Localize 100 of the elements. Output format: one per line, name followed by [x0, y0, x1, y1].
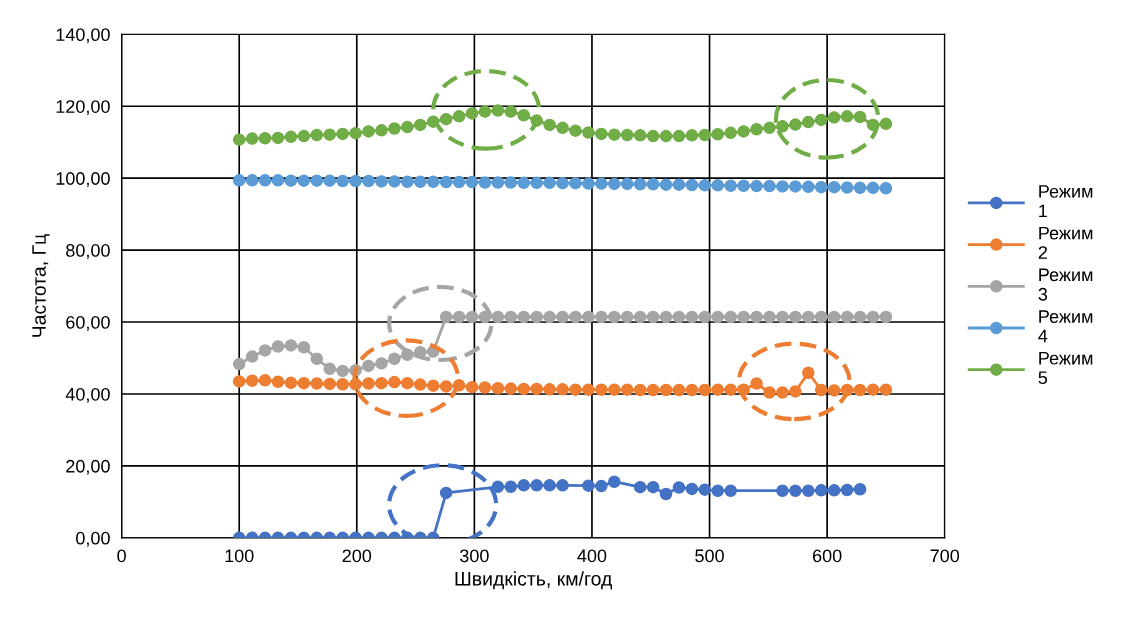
point	[711, 383, 725, 396]
point	[439, 175, 453, 189]
point	[827, 180, 841, 194]
point	[232, 375, 246, 388]
point	[711, 310, 725, 324]
point	[672, 481, 686, 494]
point	[659, 178, 673, 191]
point	[245, 132, 259, 145]
point	[543, 479, 556, 492]
point	[271, 375, 285, 388]
point	[646, 310, 660, 324]
point	[452, 110, 466, 123]
point	[879, 310, 893, 324]
point	[633, 383, 647, 397]
point	[297, 376, 311, 390]
point	[711, 179, 725, 192]
point	[633, 480, 647, 494]
point	[245, 374, 259, 387]
point	[789, 118, 802, 131]
point	[737, 310, 750, 324]
point	[789, 310, 802, 324]
point	[582, 310, 595, 324]
point	[814, 383, 828, 397]
point	[401, 120, 414, 134]
x-tick-label: 600	[812, 549, 842, 563]
point	[439, 112, 453, 126]
point	[840, 310, 854, 324]
point	[426, 379, 440, 392]
point	[827, 384, 841, 397]
point	[582, 383, 595, 396]
point	[517, 382, 531, 396]
point	[232, 357, 246, 371]
point	[465, 107, 479, 120]
point	[491, 310, 505, 324]
x-tick-label: 100	[225, 549, 254, 563]
point	[776, 180, 789, 193]
point	[245, 174, 259, 187]
point	[375, 124, 388, 137]
point	[375, 357, 388, 370]
point	[310, 377, 324, 390]
point	[608, 475, 621, 488]
point	[362, 359, 375, 373]
point	[232, 174, 246, 187]
point	[297, 174, 311, 187]
point	[414, 175, 427, 189]
point	[504, 176, 518, 189]
point	[672, 129, 686, 143]
point	[685, 383, 699, 397]
point	[530, 310, 543, 324]
point	[853, 181, 867, 195]
point	[362, 174, 375, 188]
point	[452, 310, 466, 324]
point	[659, 487, 673, 501]
point	[465, 310, 479, 324]
point	[633, 310, 647, 324]
point	[543, 383, 556, 396]
point	[569, 124, 582, 137]
point	[737, 179, 750, 192]
point	[672, 383, 686, 397]
point	[750, 122, 763, 136]
point	[776, 484, 789, 497]
point	[362, 125, 375, 138]
point	[491, 381, 505, 395]
point	[388, 175, 401, 188]
point	[323, 174, 336, 187]
point	[866, 310, 880, 324]
point	[840, 181, 854, 194]
point	[698, 310, 712, 324]
point	[750, 310, 763, 324]
point	[724, 383, 737, 396]
point	[556, 310, 569, 324]
point	[478, 105, 492, 118]
point	[685, 482, 699, 496]
point	[258, 131, 272, 145]
point	[620, 128, 634, 142]
point	[362, 377, 375, 390]
point	[672, 310, 686, 324]
point	[750, 179, 763, 193]
point	[504, 310, 518, 324]
point	[685, 310, 699, 324]
point	[827, 111, 841, 124]
point	[724, 484, 737, 497]
point	[414, 118, 427, 132]
point	[646, 383, 660, 397]
y-tick-label: 0,00	[76, 531, 110, 547]
point	[530, 479, 543, 492]
point	[789, 484, 802, 497]
point	[414, 378, 427, 391]
point	[323, 362, 336, 376]
point	[478, 176, 492, 189]
point	[569, 310, 582, 324]
x-tick-label: 700	[930, 549, 960, 563]
y-tick-label: 140,00	[56, 28, 110, 44]
point	[349, 126, 362, 140]
point	[776, 120, 789, 133]
point	[349, 174, 362, 188]
point	[698, 128, 712, 142]
point	[646, 129, 660, 143]
point	[763, 386, 776, 399]
point	[232, 133, 246, 146]
